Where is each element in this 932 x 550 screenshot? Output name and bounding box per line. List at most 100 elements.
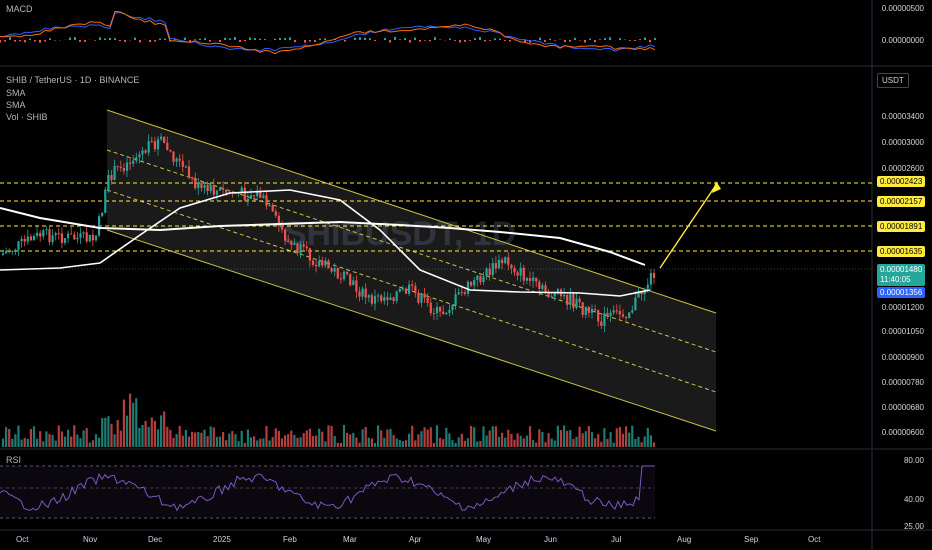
volume-bar xyxy=(63,436,67,447)
macd-histogram-bar xyxy=(524,40,526,43)
volume-bar xyxy=(612,442,615,447)
candle-body xyxy=(17,241,20,250)
volume-bar xyxy=(646,427,649,447)
candle-body xyxy=(94,235,98,241)
volume-bar xyxy=(479,440,482,447)
volume-bar xyxy=(640,442,643,447)
candle-body xyxy=(259,191,262,199)
projection-arrow xyxy=(659,184,717,269)
candle-body xyxy=(67,233,70,239)
macd-histogram-bar xyxy=(139,40,141,43)
macd-histogram-bar xyxy=(574,37,576,40)
candle-body xyxy=(603,312,606,326)
candle-body xyxy=(435,306,439,314)
candle-body xyxy=(240,187,243,193)
volume-bar xyxy=(302,433,305,447)
candle-body xyxy=(476,275,479,280)
macd-histogram-bar xyxy=(74,37,76,40)
candle-body xyxy=(572,294,575,309)
volume-bar xyxy=(621,433,625,447)
candle-body xyxy=(73,234,76,240)
candle-body xyxy=(166,142,169,150)
candle-body xyxy=(501,259,504,264)
volume-bar xyxy=(414,440,417,447)
volume-bar xyxy=(408,433,411,447)
volume-bar xyxy=(246,429,249,447)
volume-bar xyxy=(404,440,408,447)
macd-histogram-bar xyxy=(359,37,361,40)
volume-bar xyxy=(262,438,265,447)
macd-histogram-bar xyxy=(654,37,656,40)
macd-histogram-bar xyxy=(599,39,601,40)
macd-histogram-bar xyxy=(424,40,426,41)
macd-histogram-bar xyxy=(504,40,506,41)
macd-histogram-bar xyxy=(619,38,621,40)
candle-body xyxy=(225,189,228,193)
time-label: May xyxy=(476,535,492,544)
volume-bar xyxy=(476,441,479,447)
volume-bar xyxy=(122,399,125,447)
volume-bar xyxy=(572,438,575,447)
macd-histogram-bar xyxy=(414,37,416,40)
candle-body xyxy=(218,188,222,191)
volume-bar xyxy=(324,441,327,447)
volume-bar xyxy=(377,425,380,447)
candle-body xyxy=(138,154,141,158)
macd-histogram-bar xyxy=(569,40,571,42)
volume-bar xyxy=(581,433,584,447)
volume-bar xyxy=(187,436,191,447)
macd-histogram-bar xyxy=(124,40,126,42)
candle-body xyxy=(426,297,429,303)
macd-histogram-bar xyxy=(279,37,281,40)
volume-bar xyxy=(420,431,423,447)
macd-histogram-bar xyxy=(604,38,606,40)
candle-body xyxy=(163,136,166,143)
candle-body xyxy=(649,273,652,285)
candle-body xyxy=(470,281,473,286)
volume-bar xyxy=(466,438,470,447)
sma-legend[interactable]: SMA xyxy=(6,100,26,110)
candle-body xyxy=(302,244,305,247)
candle-body xyxy=(346,271,349,275)
last-price-value: 0.00001480 xyxy=(880,265,923,274)
candle-body xyxy=(544,285,547,293)
candle-body xyxy=(525,278,528,281)
volume-bar xyxy=(637,436,640,447)
volume-bar xyxy=(590,432,594,447)
candle-body xyxy=(516,272,519,276)
currency-button[interactable]: USDT xyxy=(877,73,909,88)
volume-bar xyxy=(634,439,637,447)
volume-bar xyxy=(91,440,94,447)
volume-bar xyxy=(355,437,358,447)
volume-bar xyxy=(175,434,178,447)
macd-histogram-bar xyxy=(509,40,511,42)
volume-bar xyxy=(265,426,268,447)
macd-histogram-bar xyxy=(344,40,346,42)
sma-legend[interactable]: SMA xyxy=(6,88,26,98)
candle-body xyxy=(321,260,324,266)
candle-body xyxy=(380,295,383,301)
candle-body xyxy=(532,277,535,282)
volume-bar xyxy=(119,430,122,447)
volume-bar xyxy=(79,438,82,447)
volume-bar xyxy=(107,416,110,447)
candle-body xyxy=(1,253,5,255)
macd-histogram-bar xyxy=(234,37,236,40)
candle-body xyxy=(550,296,553,298)
volume-bar xyxy=(609,432,612,447)
symbol-legend[interactable]: SHIB / TetherUS · 1D · BINANCE xyxy=(6,75,140,85)
candle-body xyxy=(184,166,187,168)
macd-histogram-bar xyxy=(649,40,651,43)
volume-bar xyxy=(48,434,51,447)
volume-bar xyxy=(603,428,606,447)
volume-bar xyxy=(578,426,581,447)
candle-body xyxy=(408,284,411,294)
macd-histogram-bar xyxy=(389,40,391,43)
volume-bar xyxy=(88,442,91,447)
volume-legend[interactable]: Vol · SHIB xyxy=(6,112,48,122)
volume-bar xyxy=(463,440,466,447)
candle-body xyxy=(386,297,389,300)
channel-lower-line xyxy=(106,229,717,432)
volume-bar xyxy=(60,431,63,447)
